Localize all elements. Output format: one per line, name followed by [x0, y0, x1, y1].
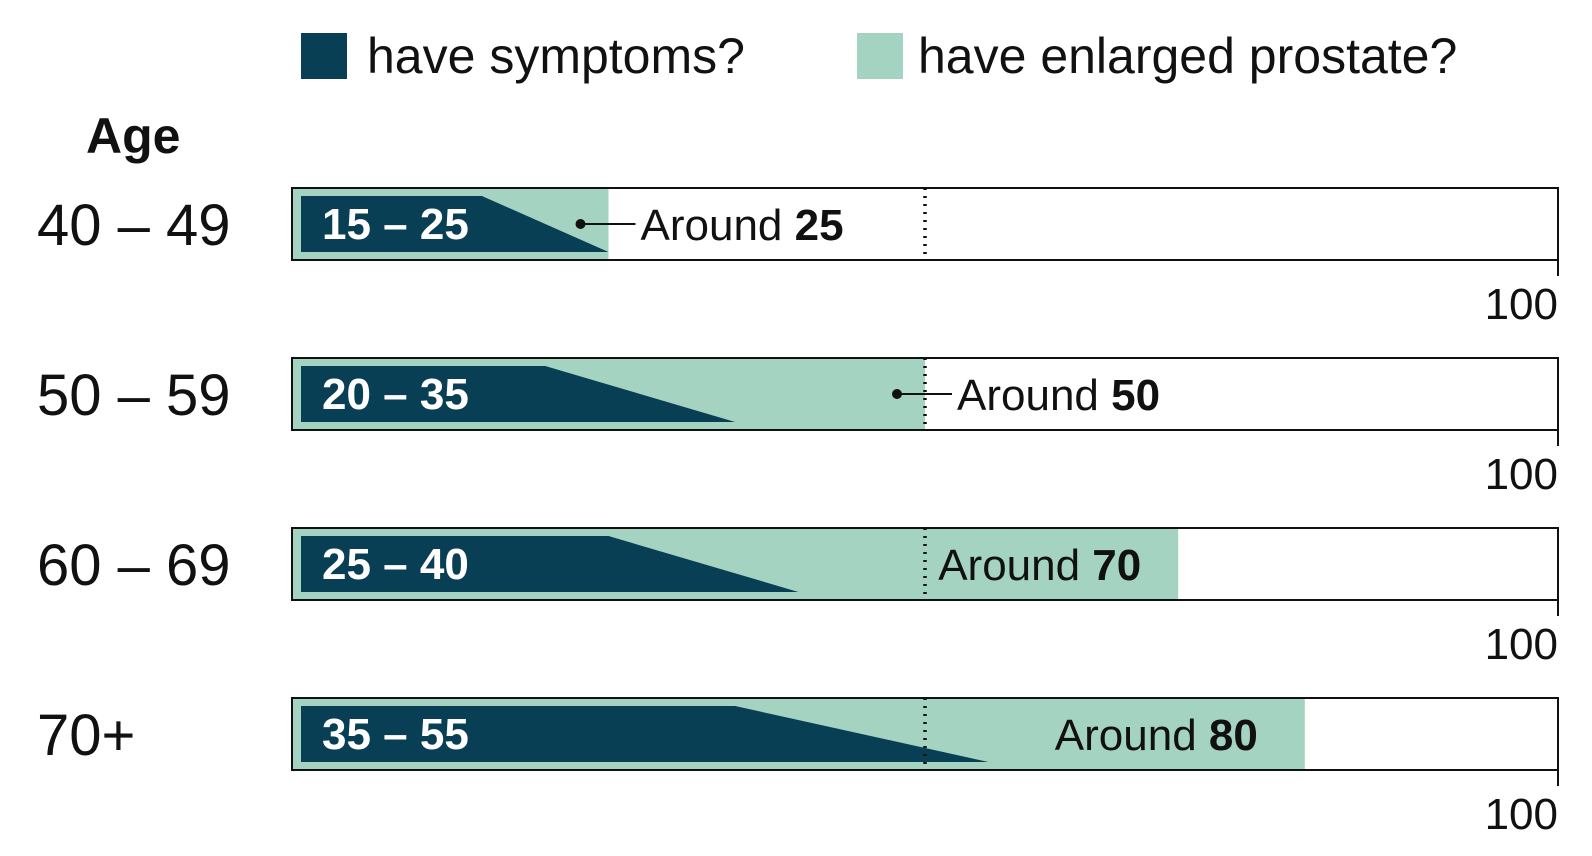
chart-rows: 40 – 49 15 – 25 Around 25 100 50 – 59 20 – 35… [37, 187, 1559, 839]
symptoms-bar [301, 706, 989, 762]
age-category-label: 60 – 69 [37, 533, 231, 598]
legend-enlarged-swatch [857, 33, 903, 79]
around-label: Around 25 [641, 201, 844, 250]
around-label: Around 70 [938, 541, 1141, 590]
around-label: Around 50 [957, 371, 1160, 420]
age-category-label: 50 – 59 [37, 363, 231, 428]
symptoms-bar [301, 366, 736, 422]
symptoms-range-label: 35 – 55 [322, 710, 469, 759]
age-category-label: 70+ [37, 703, 135, 768]
axis-tick-label-100: 100 [1485, 280, 1558, 329]
legend-enlarged-label: have enlarged prostate? [918, 28, 1457, 84]
axis-tick-label-100: 100 [1485, 620, 1558, 669]
symptoms-bar [301, 536, 799, 592]
symptoms-bar [301, 196, 609, 252]
age-axis-title: Age [86, 108, 180, 164]
legend-symptoms-label: have symptoms? [367, 28, 745, 84]
symptoms-range-label: 25 – 40 [322, 540, 469, 589]
axis-tick-label-100: 100 [1485, 450, 1558, 499]
symptoms-range-label: 15 – 25 [322, 200, 469, 249]
symptoms-range-label: 20 – 35 [322, 370, 469, 419]
axis-tick-label-100: 100 [1485, 790, 1558, 839]
age-category-label: 40 – 49 [37, 193, 231, 258]
around-label: Around 80 [1055, 711, 1258, 760]
legend-symptoms-swatch [301, 33, 347, 79]
legend: have symptoms? have enlarged prostate? [301, 28, 1457, 84]
